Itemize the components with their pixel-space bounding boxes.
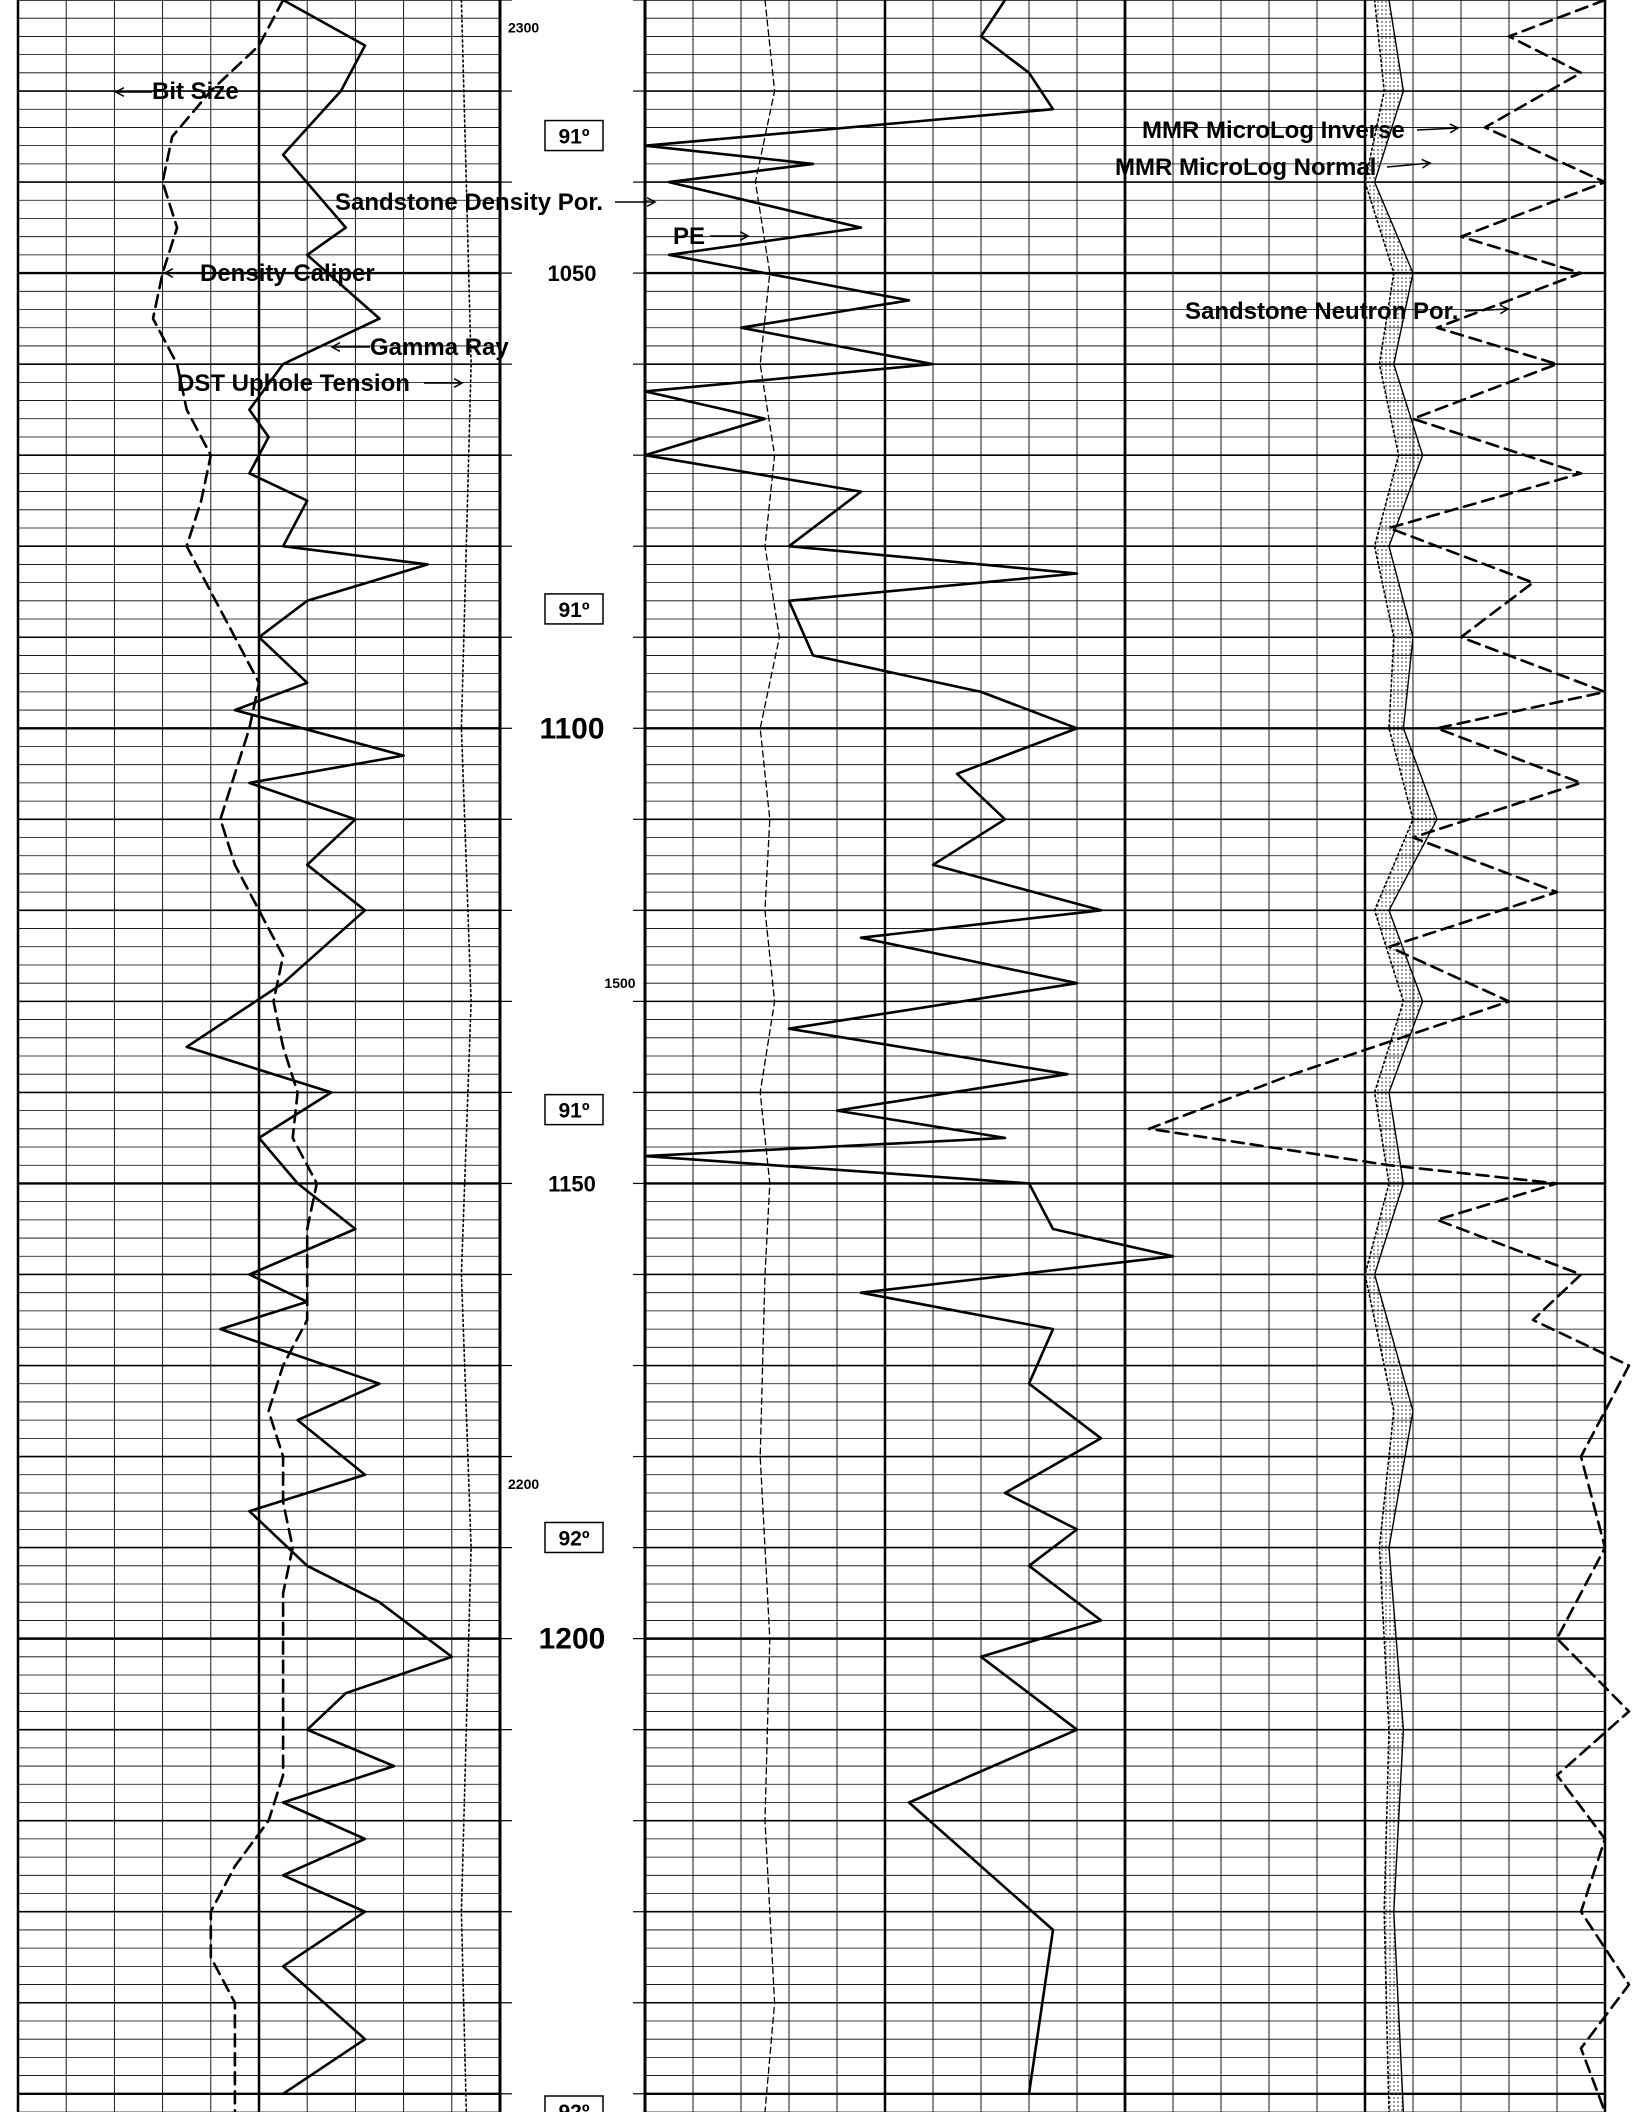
label-density-caliper: Density Caliper (163, 260, 375, 287)
curve-dst-uphole-tension (460, 0, 472, 2112)
label-arrow-head (114, 87, 125, 97)
micrology-separation-fill (1365, 0, 1437, 2112)
curve-pe (754, 0, 781, 2112)
auxiliary-label-2300: 2300 (508, 19, 539, 35)
label-arrow-line (1386, 162, 1431, 168)
angle-label-text: 91º (558, 599, 589, 622)
curve-density-caliper (151, 0, 319, 2112)
label-text-sandstone-density-por: Sandstone Density Por. (335, 189, 603, 216)
depth-label-1150: 1150 (548, 1171, 596, 1196)
angle-label-box (544, 1521, 604, 1554)
angle-label-box (544, 1093, 604, 1126)
angle-label-2: 91º (544, 1093, 604, 1126)
label-arrow-head (330, 342, 341, 352)
label-arrow-head (453, 378, 464, 388)
label-text-bit-size: Bit Size (152, 78, 239, 105)
label-arrow-head (163, 268, 174, 278)
curve-micrology-inverse (1373, 0, 1438, 2112)
label-arrow-line (1416, 127, 1459, 131)
label-arrow-head (1421, 158, 1432, 169)
label-text-gamma-ray: Gamma Ray (370, 334, 509, 361)
depth-label-1050: 1050 (548, 261, 597, 286)
depth-label-1100: 1100 (539, 712, 604, 745)
angle-label-1: 91º (544, 593, 604, 625)
label-text-sandstone-neutron-por: Sandstone Neutron Por. (1185, 298, 1458, 325)
angle-label-4: 92º (544, 2095, 604, 2112)
angle-label-text: 91º (558, 126, 589, 149)
angle-label-text: 92º (558, 2101, 589, 2112)
curve-micrology-normal (1364, 0, 1414, 2112)
auxiliary-label-1500: 1500 (604, 975, 635, 991)
depth-column: 1050 1100 1150 1200 2300 1500 2200 91º 91º 91º 92º… (508, 19, 636, 2112)
label-text-pe: PE (673, 223, 705, 250)
label-text-dst-uphole-tension: DST Uphole Tension (177, 370, 410, 397)
curve-labels: Bit Size Density Caliper Gamma Ray DST Upho… (114, 78, 1510, 397)
label-sandstone-neutron-por: Sandstone Neutron Por. (1185, 298, 1510, 325)
angle-label-box (544, 593, 604, 625)
curve-sandstone-neutron-por (1147, 0, 1631, 2112)
angle-label-3: 92º (544, 1521, 604, 1554)
label-arrow-head (646, 197, 657, 207)
label-text-mmr-micrology-normal: MMR MicroLog Normal (1115, 154, 1376, 181)
angle-label-text: 92º (558, 1527, 589, 1550)
depth-label-1200: 1200 (539, 1623, 606, 1656)
label-arrow-head (1499, 304, 1510, 315)
curve-gamma-ray (185, 0, 454, 2096)
angle-label-0: 91º (544, 119, 604, 152)
curve-sandstone-density-por (643, 0, 1175, 2096)
label-arrow-head (1449, 123, 1460, 134)
label-bit-size: Bit Size (114, 78, 239, 105)
label-arrow-line (1464, 308, 1509, 312)
angle-label-text: 91º (558, 1100, 589, 1123)
grid (16, 0, 1607, 2112)
label-arrow-head (739, 231, 750, 241)
auxiliary-label-2200: 2200 (508, 1476, 539, 1492)
curves (151, 0, 1631, 2112)
label-text-mmr-micrology-inverse: MMR MicroLog Inverse (1142, 117, 1405, 144)
label-pe: PE (673, 223, 750, 250)
label-dst-uphole-tension: DST Uphole Tension (177, 370, 464, 397)
label-gamma-ray: Gamma Ray (330, 334, 509, 361)
label-text-density-caliper: Density Caliper (200, 260, 375, 287)
angle-label-box (544, 2095, 604, 2112)
label-mmr-micrology-normal: MMR MicroLog Normal (1115, 154, 1432, 181)
angle-label-box (544, 119, 604, 152)
label-sandstone-density-por: Sandstone Density Por. (335, 189, 657, 216)
label-mmr-micrology-inverse: MMR MicroLog Inverse (1142, 117, 1460, 144)
